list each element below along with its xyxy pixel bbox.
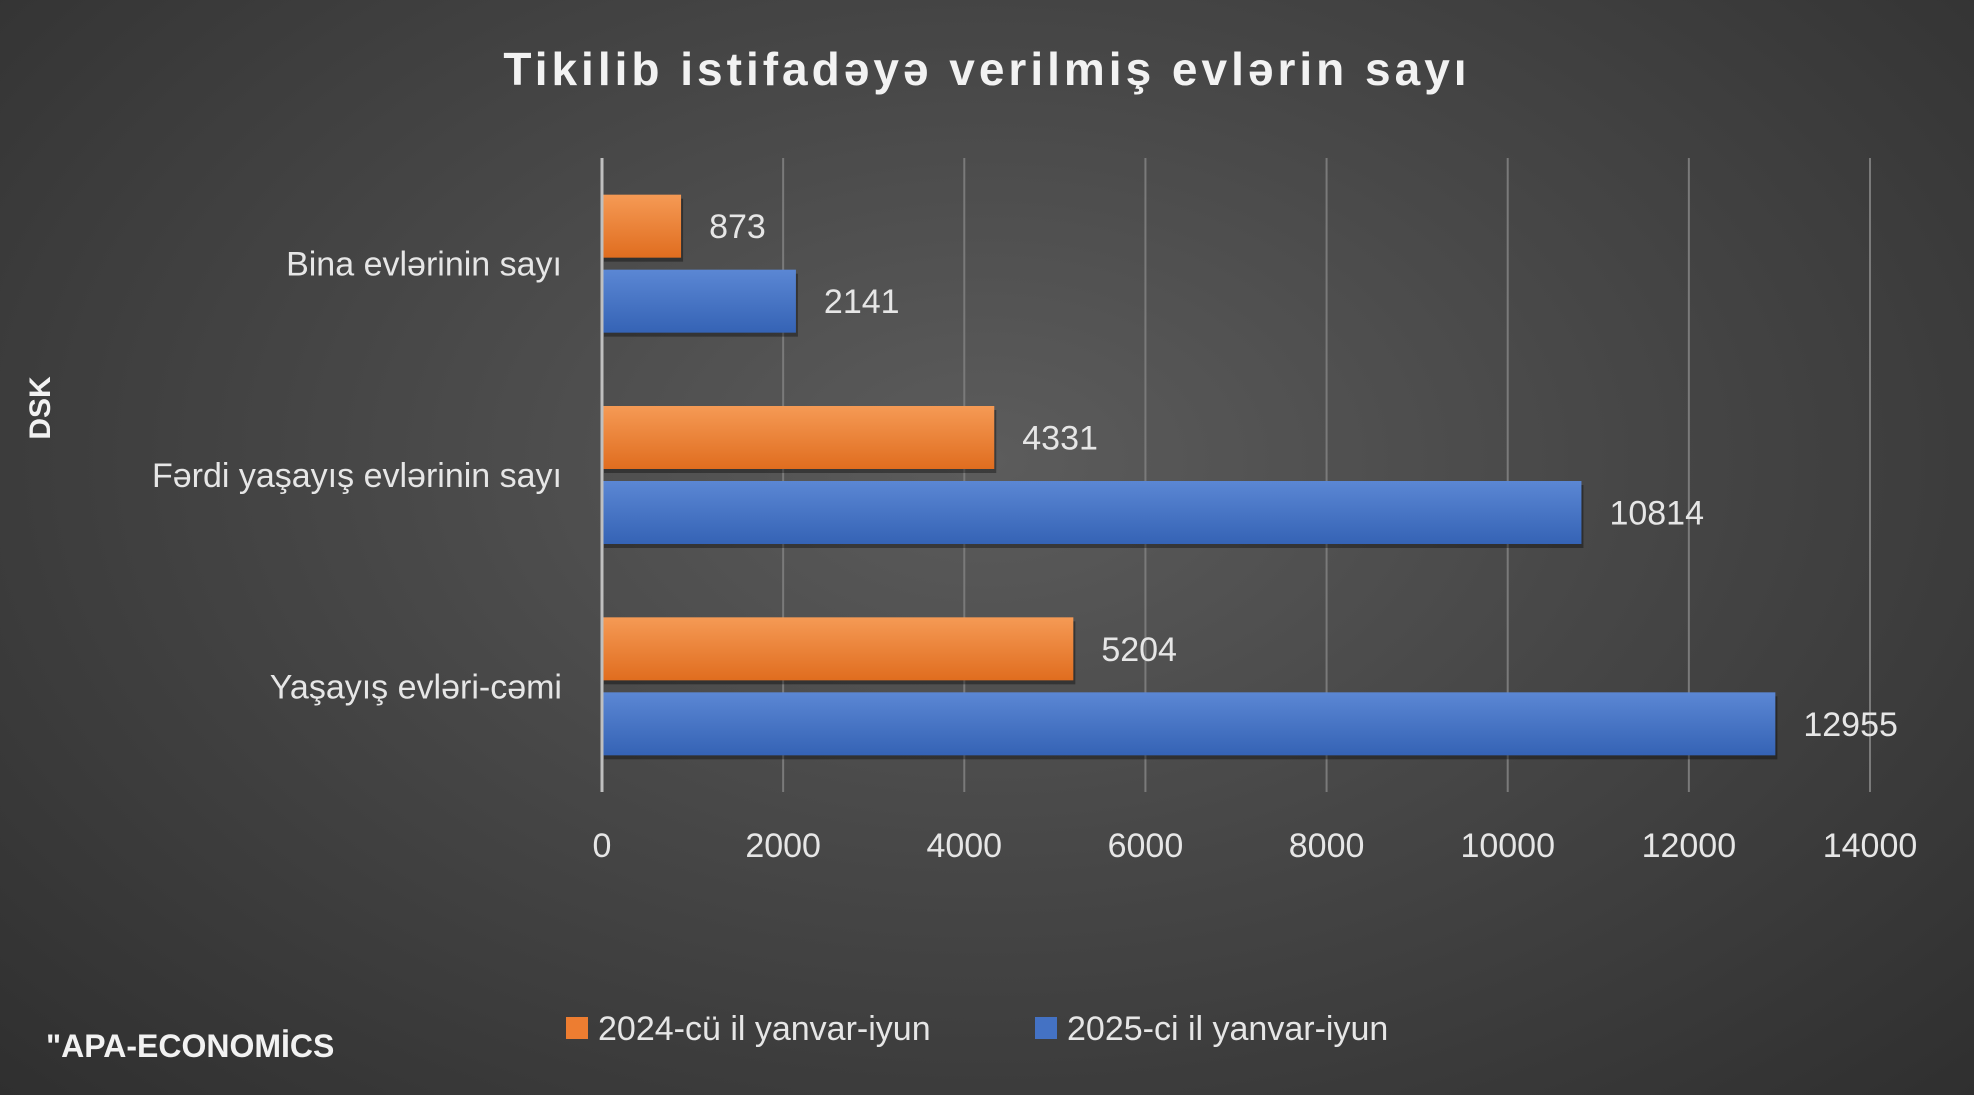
legend: 2024-cü il yanvar-iyun 2025-ci il yanvar-… <box>566 1010 1388 1048</box>
y-axis-label: DSK <box>24 376 57 440</box>
x-tick-label: 4000 <box>926 827 1002 865</box>
legend-label: 2024-cü il yanvar-iyun <box>598 1010 931 1048</box>
bar-2024 <box>602 194 682 258</box>
x-tick-label: 0 <box>593 827 612 865</box>
x-tick-label: 2000 <box>745 827 821 865</box>
bar-2025 <box>602 692 1776 756</box>
category-label: Fərdi yaşayış evlərinin sayı <box>152 457 562 495</box>
source-note: "APA-ECONOMİCS <box>46 1028 334 1064</box>
data-label: 873 <box>709 208 766 246</box>
legend-label: 2025-ci il yanvar-iyun <box>1067 1010 1388 1048</box>
x-tick-label: 10000 <box>1460 827 1555 865</box>
x-tick-label: 6000 <box>1108 827 1184 865</box>
legend-swatch <box>566 1017 588 1039</box>
data-label: 2141 <box>824 283 900 321</box>
bar-2024 <box>602 617 1074 681</box>
data-label: 10814 <box>1609 495 1704 533</box>
bar-2025 <box>602 481 1582 544</box>
x-tick-label: 8000 <box>1289 827 1365 865</box>
category-label: Bina evlərinin sayı <box>286 246 562 284</box>
bars <box>602 194 1778 760</box>
data-label: 12955 <box>1803 706 1898 744</box>
x-tick-label: 14000 <box>1823 827 1918 865</box>
x-tick-label: 12000 <box>1642 827 1737 865</box>
category-label: Yaşayış evləri-cəmi <box>270 668 562 706</box>
data-label: 4331 <box>1022 420 1098 458</box>
gridlines <box>782 158 1871 792</box>
chart-title: Tikilib istifadəyə verilmiş evlərin sayı <box>503 43 1470 95</box>
data-label: 5204 <box>1101 631 1177 669</box>
labels: 0 2000 4000 6000 8000 10000 12000 14000 873 2141 B… <box>152 208 1917 865</box>
bar-2024 <box>602 406 995 469</box>
bar-2025 <box>602 269 796 333</box>
legend-swatch <box>1035 1017 1057 1039</box>
